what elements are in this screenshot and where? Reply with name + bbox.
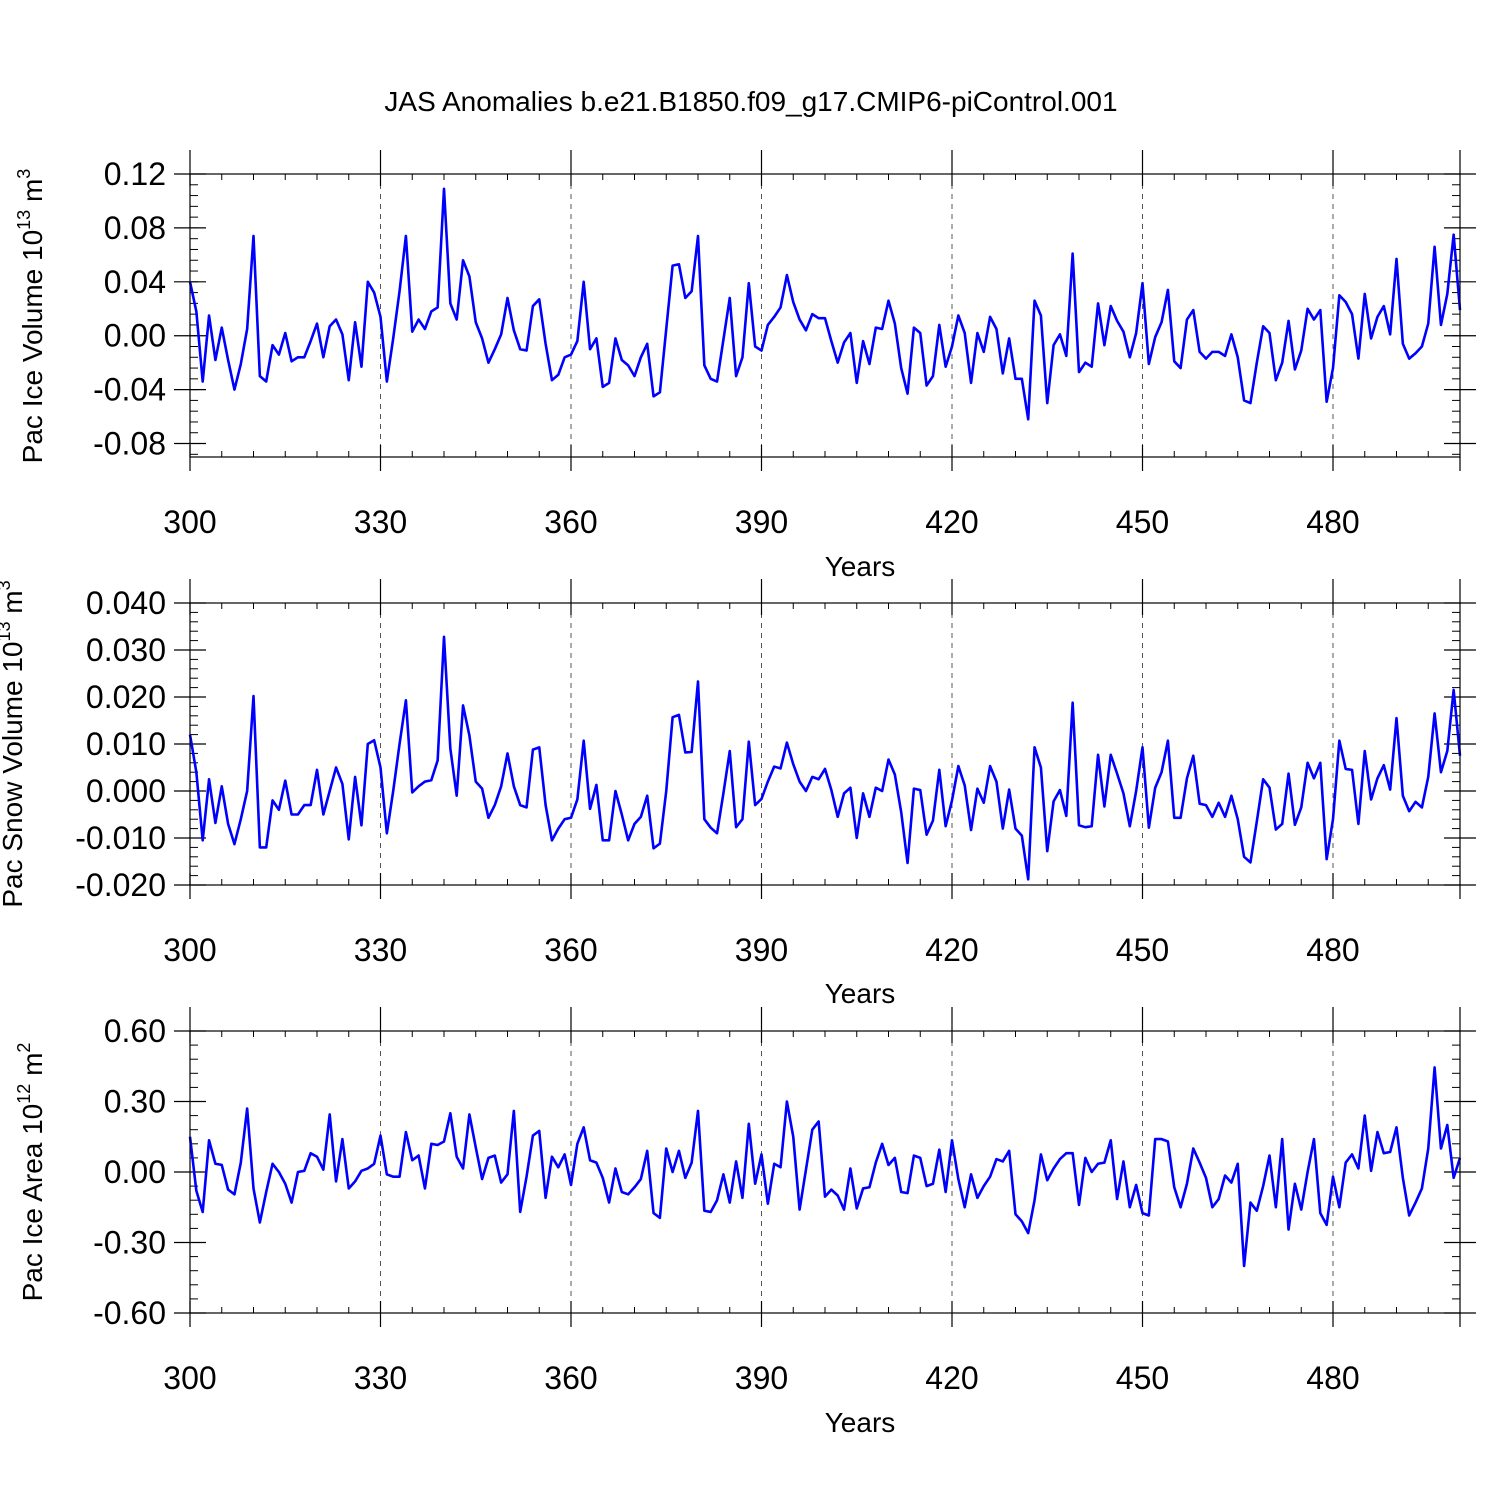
y-tick-label: 0.12 [104, 156, 166, 192]
x-axis-label: Years [825, 1407, 896, 1438]
y-tick-label: -0.30 [93, 1225, 166, 1261]
y-tick-label: 0.030 [86, 632, 166, 668]
y-label-exponent: 12 [14, 1084, 34, 1104]
x-tick-label: 420 [925, 504, 978, 540]
y-tick-label: -0.08 [93, 426, 166, 462]
y-axis-label: Pac Snow Volume 1013 m3 [0, 580, 28, 907]
y-tick-label: -0.04 [93, 372, 166, 408]
series-line [188, 1066, 1462, 1268]
x-tick-label: 480 [1306, 932, 1359, 968]
x-tick-label: 420 [925, 1360, 978, 1396]
plot-frame [189, 1030, 1461, 1314]
y-label-unit-exponent: 3 [14, 169, 34, 179]
y-tick-label: 0.000 [86, 773, 166, 809]
x-tick-label: 390 [735, 504, 788, 540]
y-label-unit: m [0, 590, 28, 621]
series-line [188, 635, 1462, 881]
series-line [188, 187, 1462, 421]
x-tick-label: 450 [1116, 504, 1169, 540]
x-tick-label: 330 [354, 504, 407, 540]
y-tick-label: 0.010 [86, 726, 166, 762]
x-tick-label: 390 [735, 932, 788, 968]
x-tick-label: 360 [544, 1360, 597, 1396]
y-label-exponent: 13 [14, 210, 34, 230]
y-tick-label: 0.60 [104, 1013, 166, 1049]
x-tick-label: 420 [925, 932, 978, 968]
y-tick-label: -0.010 [75, 820, 166, 856]
x-axis-label: Years [825, 551, 896, 582]
y-tick-label: -0.020 [75, 867, 166, 903]
y-label-text: Pac Ice Volume 10 [17, 230, 48, 463]
y-tick-label: 0.020 [86, 679, 166, 715]
plot-frame [189, 173, 1461, 458]
y-tick-label: -0.60 [93, 1295, 166, 1331]
y-tick-label: 0.00 [104, 318, 166, 354]
x-tick-label: 300 [163, 504, 216, 540]
chart-panels: -0.08 -0.04 0.00 0.04 0.08 0.12 300 330 360 390 42… [0, 150, 1476, 1438]
y-tick-label: 0.040 [86, 585, 166, 621]
y-tick-label: 0.30 [104, 1084, 166, 1120]
y-label-unit: m [17, 1053, 48, 1084]
y-tick-label: 0.04 [104, 264, 166, 300]
y-label-unit-exponent: 3 [0, 580, 14, 590]
x-axis-label: Years [825, 978, 896, 1009]
x-tick-label: 300 [163, 1360, 216, 1396]
y-label-unit: m [17, 179, 48, 210]
y-label-unit-exponent: 2 [14, 1043, 34, 1053]
panel-1: -0.08 -0.04 0.00 0.04 0.08 0.12 300 330 360 390 42… [14, 150, 1476, 582]
x-tick-label: 480 [1306, 1360, 1359, 1396]
y-axis-label: Pac Ice Area 1012 m2 [14, 1043, 48, 1302]
y-tick-label: 0.00 [104, 1154, 166, 1190]
x-tick-label: 330 [354, 1360, 407, 1396]
x-tick-label: 300 [163, 932, 216, 968]
x-tick-label: 480 [1306, 504, 1359, 540]
y-axis-label: Pac Ice Volume 1013 m3 [14, 169, 48, 464]
x-tick-label: 450 [1116, 932, 1169, 968]
y-tick-label: 0.08 [104, 210, 166, 246]
x-tick-label: 390 [735, 1360, 788, 1396]
panel-2: -0.020 -0.010 0.000 0.010 0.020 0.030 0.040 300… [0, 579, 1476, 1009]
chart-title: JAS Anomalies b.e21.B1850.f09_g17.CMIP6-… [384, 86, 1117, 117]
x-tick-label: 450 [1116, 1360, 1169, 1396]
panel-3: -0.60 -0.30 0.00 0.30 0.60 300 330 360 390 420 450… [14, 1007, 1476, 1438]
x-tick-label: 360 [544, 932, 597, 968]
plot-frame [189, 602, 1461, 886]
x-tick-label: 360 [544, 504, 597, 540]
y-label-text: Pac Ice Area 10 [17, 1104, 48, 1302]
y-label-text: Pac Snow Volume 10 [0, 641, 28, 907]
x-tick-label: 330 [354, 932, 407, 968]
y-label-exponent: 13 [0, 621, 14, 641]
